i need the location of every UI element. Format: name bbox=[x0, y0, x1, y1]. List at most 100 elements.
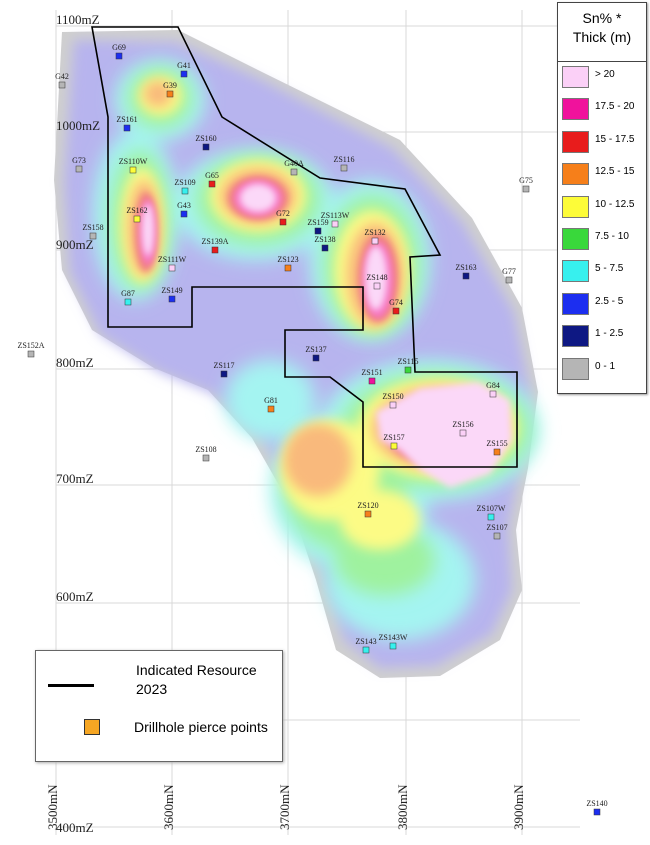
indicated-resource-label-line2: 2023 bbox=[136, 681, 168, 697]
drillhole-g75: G75 bbox=[519, 176, 533, 193]
drillhole-g40a: G40A bbox=[284, 159, 304, 176]
legend-color-swatch bbox=[562, 292, 589, 315]
drillhole-marker bbox=[493, 532, 501, 540]
legend-color-swatch bbox=[562, 98, 589, 121]
drillhole-marker bbox=[133, 215, 141, 223]
drillhole-label: G87 bbox=[121, 289, 135, 298]
indicated-resource-label-line1: Indicated Resource bbox=[136, 662, 257, 678]
drillhole-marker bbox=[115, 52, 123, 60]
legend-row: 7.5 - 10 bbox=[558, 226, 646, 252]
drillhole-zs139a: ZS139A bbox=[201, 237, 229, 254]
drillhole-label: ZS116 bbox=[333, 155, 354, 164]
drillhole-marker bbox=[58, 81, 66, 89]
drillhole-marker bbox=[168, 295, 176, 303]
drillhole-marker bbox=[389, 642, 397, 650]
drillhole-marker bbox=[267, 405, 275, 413]
legend-color-swatch bbox=[562, 325, 589, 348]
drillhole-marker bbox=[75, 165, 83, 173]
drillhole-label: G40A bbox=[284, 159, 304, 168]
drillhole-marker bbox=[373, 282, 381, 290]
drillhole-marker bbox=[279, 218, 287, 226]
drillhole-marker bbox=[180, 70, 188, 78]
drillhole-g42: G42 bbox=[55, 72, 69, 89]
drillhole-marker bbox=[168, 264, 176, 272]
drillhole-zs163: ZS163 bbox=[455, 263, 477, 280]
drillhole-marker bbox=[493, 448, 501, 456]
drillhole-marker bbox=[202, 454, 210, 462]
drillhole-label: ZS138 bbox=[314, 235, 335, 244]
pierce-point-square-symbol bbox=[84, 719, 100, 735]
drillhole-g87: G87 bbox=[121, 289, 135, 306]
drillhole-marker bbox=[321, 244, 329, 252]
drillhole-g72: G72 bbox=[276, 209, 290, 226]
drillhole-zs123: ZS123 bbox=[277, 255, 299, 272]
legend-color-swatch bbox=[562, 228, 589, 250]
drillhole-zs149: ZS149 bbox=[161, 286, 183, 303]
drillhole-g43: G43 bbox=[177, 201, 191, 218]
drillhole-marker bbox=[593, 808, 601, 816]
drillhole-zs151: ZS151 bbox=[361, 368, 383, 385]
drillhole-zs117: ZS117 bbox=[213, 361, 235, 378]
drillhole-marker bbox=[340, 164, 348, 172]
drillhole-zs138: ZS138 bbox=[314, 235, 336, 252]
legend-row: 5 - 7.5 bbox=[558, 258, 646, 284]
legend-color-swatch bbox=[562, 357, 589, 380]
legend-row: 2.5 - 5 bbox=[558, 291, 646, 317]
easting-3500: 3500mN bbox=[45, 784, 60, 830]
drillhole-zs155: ZS155 bbox=[486, 439, 508, 456]
drillhole-label: ZS149 bbox=[161, 286, 182, 295]
drillhole-g81: G81 bbox=[264, 396, 278, 413]
drillhole-pierce-points: G69 G41 G42 G39 ZS161 ZS160 G73 ZS110W ZS109 G65 G… bbox=[17, 43, 608, 816]
drillhole-zs150: ZS150 bbox=[382, 392, 404, 409]
drillhole-g77: G77 bbox=[502, 267, 516, 284]
drillhole-zs162: ZS162 bbox=[126, 206, 148, 223]
drillhole-marker bbox=[180, 210, 188, 218]
drillhole-g41: G41 bbox=[177, 61, 191, 78]
drillhole-label: ZS113W bbox=[321, 211, 350, 220]
drillhole-label: ZS120 bbox=[357, 501, 378, 510]
drillhole-label: ZS161 bbox=[116, 115, 137, 124]
indicated-resource-label: Indicated Resource 2023 bbox=[136, 661, 257, 699]
drillhole-label: ZS132 bbox=[364, 228, 385, 237]
drillhole-marker bbox=[462, 272, 470, 280]
northing-labels: 1100mZ 1000mZ 900mZ 800mZ 700mZ 600mZ 40… bbox=[56, 12, 100, 835]
drillhole-label: ZS107W bbox=[477, 504, 506, 513]
drillhole-zs140: ZS140 bbox=[586, 799, 608, 816]
legend-row: 1 - 2.5 bbox=[558, 323, 646, 349]
legend-range-label: 7.5 - 10 bbox=[595, 231, 629, 242]
drillhole-zs108: ZS108 bbox=[195, 445, 217, 462]
grade-thickness-legend-title: Sn% * Thick (m) bbox=[558, 9, 646, 47]
easting-3900: 3900mN bbox=[511, 784, 526, 830]
drillhole-g39: G39 bbox=[163, 81, 177, 98]
legend-range-label: 5 - 7.5 bbox=[595, 263, 624, 275]
northing-600: 600mZ bbox=[56, 589, 94, 604]
drillhole-label: G77 bbox=[502, 267, 516, 276]
drillhole-label: G75 bbox=[519, 176, 533, 185]
drillhole-zs158: ZS158 bbox=[82, 223, 104, 240]
northing-800: 800mZ bbox=[56, 355, 94, 370]
drillhole-zs159: ZS159 bbox=[307, 218, 329, 235]
drillhole-label: G65 bbox=[205, 171, 219, 180]
drillhole-zs143w: ZS143W bbox=[379, 633, 408, 650]
drillhole-zs160: ZS160 bbox=[195, 134, 217, 151]
legend-title-line1: Sn% * bbox=[582, 10, 622, 26]
drillhole-zs143: ZS143 bbox=[355, 637, 377, 654]
legend-title-line2: Thick (m) bbox=[572, 29, 632, 45]
legend-row: 10 - 12.5 bbox=[558, 194, 646, 220]
drillhole-marker bbox=[404, 366, 412, 374]
drillhole-zs161: ZS161 bbox=[116, 115, 138, 132]
drillhole-marker bbox=[312, 354, 320, 362]
legend-color-swatch bbox=[562, 195, 589, 218]
drillhole-label: ZS143 bbox=[355, 637, 376, 646]
drillhole-marker bbox=[505, 276, 513, 284]
drillhole-label: ZS107 bbox=[486, 523, 507, 532]
drillhole-marker bbox=[124, 298, 132, 306]
drillhole-marker bbox=[371, 237, 379, 245]
northing-1100: 1100mZ bbox=[56, 12, 100, 27]
drillhole-zs137: ZS137 bbox=[305, 345, 327, 362]
drillhole-marker bbox=[220, 370, 228, 378]
drillhole-label: ZS139A bbox=[201, 237, 228, 246]
drillhole-g73: G73 bbox=[72, 156, 86, 173]
drillhole-zs107: ZS107 bbox=[486, 523, 508, 540]
legend-range-label: > 20 bbox=[595, 69, 615, 80]
